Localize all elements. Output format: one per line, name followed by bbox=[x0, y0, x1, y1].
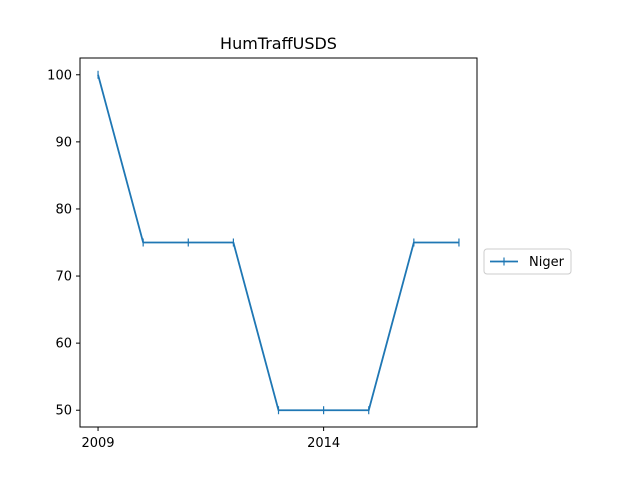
legend: Niger bbox=[483, 248, 572, 275]
x-tick-label: 2014 bbox=[307, 436, 340, 451]
y-tick-label: 100 bbox=[47, 68, 72, 83]
legend-box bbox=[483, 248, 572, 275]
series-layer bbox=[97, 70, 460, 415]
x-axis: 2009 2014 bbox=[81, 427, 340, 451]
chart-title: HumTraffUSDS bbox=[220, 34, 337, 53]
series-line-niger bbox=[97, 74, 459, 412]
y-axis: 50 60 70 80 90 100 bbox=[47, 68, 80, 419]
y-tick-label: 90 bbox=[55, 135, 72, 150]
y-tick-label: 60 bbox=[55, 337, 72, 352]
x-tick-label: 2009 bbox=[81, 436, 114, 451]
y-tick-label: 70 bbox=[55, 270, 72, 285]
y-tick-label: 50 bbox=[55, 404, 72, 419]
legend-label-niger: Niger bbox=[529, 255, 565, 270]
plot-frame bbox=[79, 57, 478, 428]
y-tick-label: 80 bbox=[55, 202, 72, 217]
